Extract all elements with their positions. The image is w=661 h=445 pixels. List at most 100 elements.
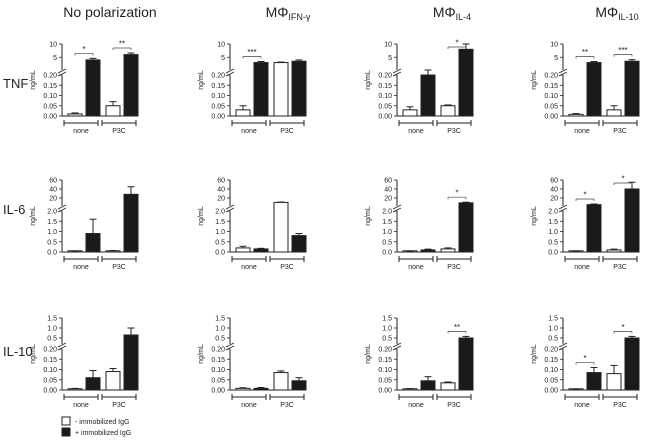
- bar-P3C-minus-igg: [440, 105, 456, 117]
- y-tick-label: 20: [384, 195, 392, 202]
- axis-break-mark: [558, 342, 568, 348]
- y-tick-label: 0.5: [382, 239, 392, 246]
- y-tick-label: 0.00: [544, 114, 558, 121]
- bar-P3C-plus-igg: [624, 337, 640, 391]
- significance-label: **: [454, 323, 460, 332]
- category-label: P3C: [613, 402, 627, 409]
- bar-none-plus-igg: [85, 59, 101, 117]
- bar-P3C-minus-igg: [105, 105, 121, 117]
- y-tick-label: 60: [550, 178, 558, 185]
- bar-none-plus-igg: [420, 249, 436, 253]
- y-axis-label: ng/mL: [365, 70, 372, 90]
- axis-break-mark: [225, 204, 235, 210]
- y-tick-label: 0.5: [215, 239, 225, 246]
- y-tick-label: 0.20: [211, 73, 225, 80]
- y-tick-label: 0.00: [43, 388, 57, 395]
- bar-P3C-plus-igg: [123, 54, 139, 117]
- y-tick-label: 5: [53, 55, 57, 62]
- y-axis-label: ng/mL: [531, 206, 538, 226]
- y-tick-label: 0.10: [544, 367, 558, 374]
- y-tick-label: 1.5: [47, 316, 57, 323]
- y-tick-label: 0.0: [382, 250, 392, 257]
- legend-label: + immobilized IgG: [75, 430, 131, 437]
- category-label: none: [574, 264, 590, 271]
- y-tick-label: 1.0: [548, 326, 558, 333]
- bar-P3C-minus-igg: [273, 62, 289, 117]
- bar-P3C-plus-igg: [458, 48, 474, 117]
- column-title-2: MΦIL-4: [433, 4, 471, 22]
- y-tick-label: 0.20: [43, 73, 57, 80]
- y-tick-label: 0.15: [211, 357, 225, 364]
- category-label: none: [574, 128, 590, 135]
- y-tick-label: 0.00: [378, 114, 392, 121]
- y-tick-label: 1.0: [548, 229, 558, 236]
- y-axis-label: ng/mL: [531, 344, 538, 364]
- axis-break-mark: [392, 68, 402, 74]
- y-tick-label: 0.0: [215, 250, 225, 257]
- y-tick-label: 5: [388, 55, 392, 62]
- y-tick-label: 0.5: [548, 336, 558, 343]
- bar-P3C-minus-igg: [273, 372, 289, 391]
- axis-break-mark: [392, 204, 402, 210]
- legend-swatch: [61, 416, 71, 426]
- bar-P3C-minus-igg: [273, 201, 289, 253]
- y-tick-label: 0.10: [544, 93, 558, 100]
- y-tick-label: 1.0: [382, 326, 392, 333]
- category-label: P3C: [112, 128, 126, 135]
- y-tick-label: 0.05: [544, 377, 558, 384]
- panel-tnf-1: 10 5 0.20 0.15 0.10 0.05 0.00 ng/mL none P3C ***: [198, 42, 307, 135]
- y-tick-label: 0.5: [548, 239, 558, 246]
- y-tick-label: 0.5: [47, 336, 57, 343]
- y-tick-label: 20: [217, 195, 225, 202]
- y-tick-label: 0.00: [544, 388, 558, 395]
- y-tick-label: 0.5: [382, 336, 392, 343]
- y-tick-label: 0.00: [211, 388, 225, 395]
- category-label: P3C: [280, 264, 294, 271]
- y-tick-label: 0.0: [548, 250, 558, 257]
- bar-none-plus-igg: [85, 377, 101, 391]
- bar-none-plus-igg: [420, 74, 436, 117]
- bar-P3C-plus-igg: [458, 337, 474, 391]
- category-label: P3C: [613, 128, 627, 135]
- bar-none-minus-igg: [568, 113, 584, 117]
- category-label: P3C: [613, 264, 627, 271]
- y-tick-label: 2.0: [548, 209, 558, 216]
- y-tick-label: 0.20: [544, 347, 558, 354]
- significance-label: *: [621, 175, 624, 184]
- y-tick-label: 5: [554, 55, 558, 62]
- y-tick-label: 0.20: [378, 73, 392, 80]
- y-tick-label: 10: [384, 42, 392, 49]
- bar-P3C-plus-igg: [291, 235, 307, 253]
- y-tick-label: 40: [217, 186, 225, 193]
- significance-label: *: [583, 190, 586, 199]
- category-label: P3C: [112, 402, 126, 409]
- panel-il-10-0: 1.5 1.0 0.5 0.20 0.15 0.10 0.05 0.00 ng/mL none P3…: [30, 316, 139, 409]
- category-label: none: [408, 402, 424, 409]
- y-tick-label: 1.0: [215, 229, 225, 236]
- y-tick-label: 0.15: [43, 83, 57, 90]
- category-label: none: [408, 264, 424, 271]
- significance-label: **: [119, 40, 125, 49]
- y-tick-label: 10: [217, 42, 225, 49]
- y-tick-label: 0.5: [215, 336, 225, 343]
- panel-tnf-2: 10 5 0.20 0.15 0.10 0.05 0.00 ng/mL none P3C *: [365, 39, 474, 135]
- panel-il-10-3: 1.5 1.0 0.5 0.20 0.15 0.10 0.05 0.00 ng/mL none P3…: [531, 316, 640, 409]
- y-tick-label: 1.5: [215, 316, 225, 323]
- row-label-2: IL-10: [3, 344, 33, 359]
- y-axis-label: ng/mL: [198, 206, 205, 226]
- bar-P3C-plus-igg: [291, 60, 307, 117]
- bar-none-plus-igg: [253, 387, 269, 391]
- bar-none-plus-igg: [85, 233, 101, 253]
- y-tick-label: 1.0: [47, 326, 57, 333]
- category-label: P3C: [280, 402, 294, 409]
- column-title-0: No polarization: [63, 4, 156, 20]
- y-tick-label: 0.15: [378, 83, 392, 90]
- bar-P3C-plus-igg: [123, 193, 139, 253]
- bar-none-minus-igg: [402, 109, 418, 117]
- y-tick-label: 1.0: [382, 229, 392, 236]
- bar-none-minus-igg: [67, 113, 83, 117]
